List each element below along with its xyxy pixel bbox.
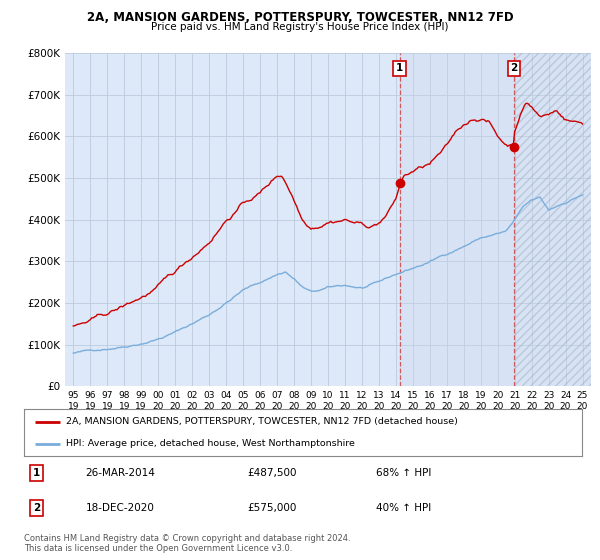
Text: 26-MAR-2014: 26-MAR-2014 <box>85 468 155 478</box>
Text: 2: 2 <box>32 503 40 513</box>
Text: HPI: Average price, detached house, West Northamptonshire: HPI: Average price, detached house, West… <box>66 439 355 448</box>
Text: 68% ↑ HPI: 68% ↑ HPI <box>376 468 431 478</box>
Text: 2: 2 <box>511 63 518 73</box>
Text: £575,000: £575,000 <box>247 503 296 513</box>
Text: 1: 1 <box>32 468 40 478</box>
Bar <box>514 53 591 386</box>
Text: 1: 1 <box>396 63 403 73</box>
Text: £487,500: £487,500 <box>247 468 297 478</box>
Bar <box>514 53 591 386</box>
Text: 18-DEC-2020: 18-DEC-2020 <box>85 503 154 513</box>
Text: Contains HM Land Registry data © Crown copyright and database right 2024.
This d: Contains HM Land Registry data © Crown c… <box>24 534 350 553</box>
Text: 2A, MANSION GARDENS, POTTERSPURY, TOWCESTER, NN12 7FD (detached house): 2A, MANSION GARDENS, POTTERSPURY, TOWCES… <box>66 417 458 426</box>
Text: 40% ↑ HPI: 40% ↑ HPI <box>376 503 431 513</box>
Bar <box>400 53 591 386</box>
Text: 2A, MANSION GARDENS, POTTERSPURY, TOWCESTER, NN12 7FD: 2A, MANSION GARDENS, POTTERSPURY, TOWCES… <box>86 11 514 24</box>
Text: Price paid vs. HM Land Registry's House Price Index (HPI): Price paid vs. HM Land Registry's House … <box>151 22 449 32</box>
